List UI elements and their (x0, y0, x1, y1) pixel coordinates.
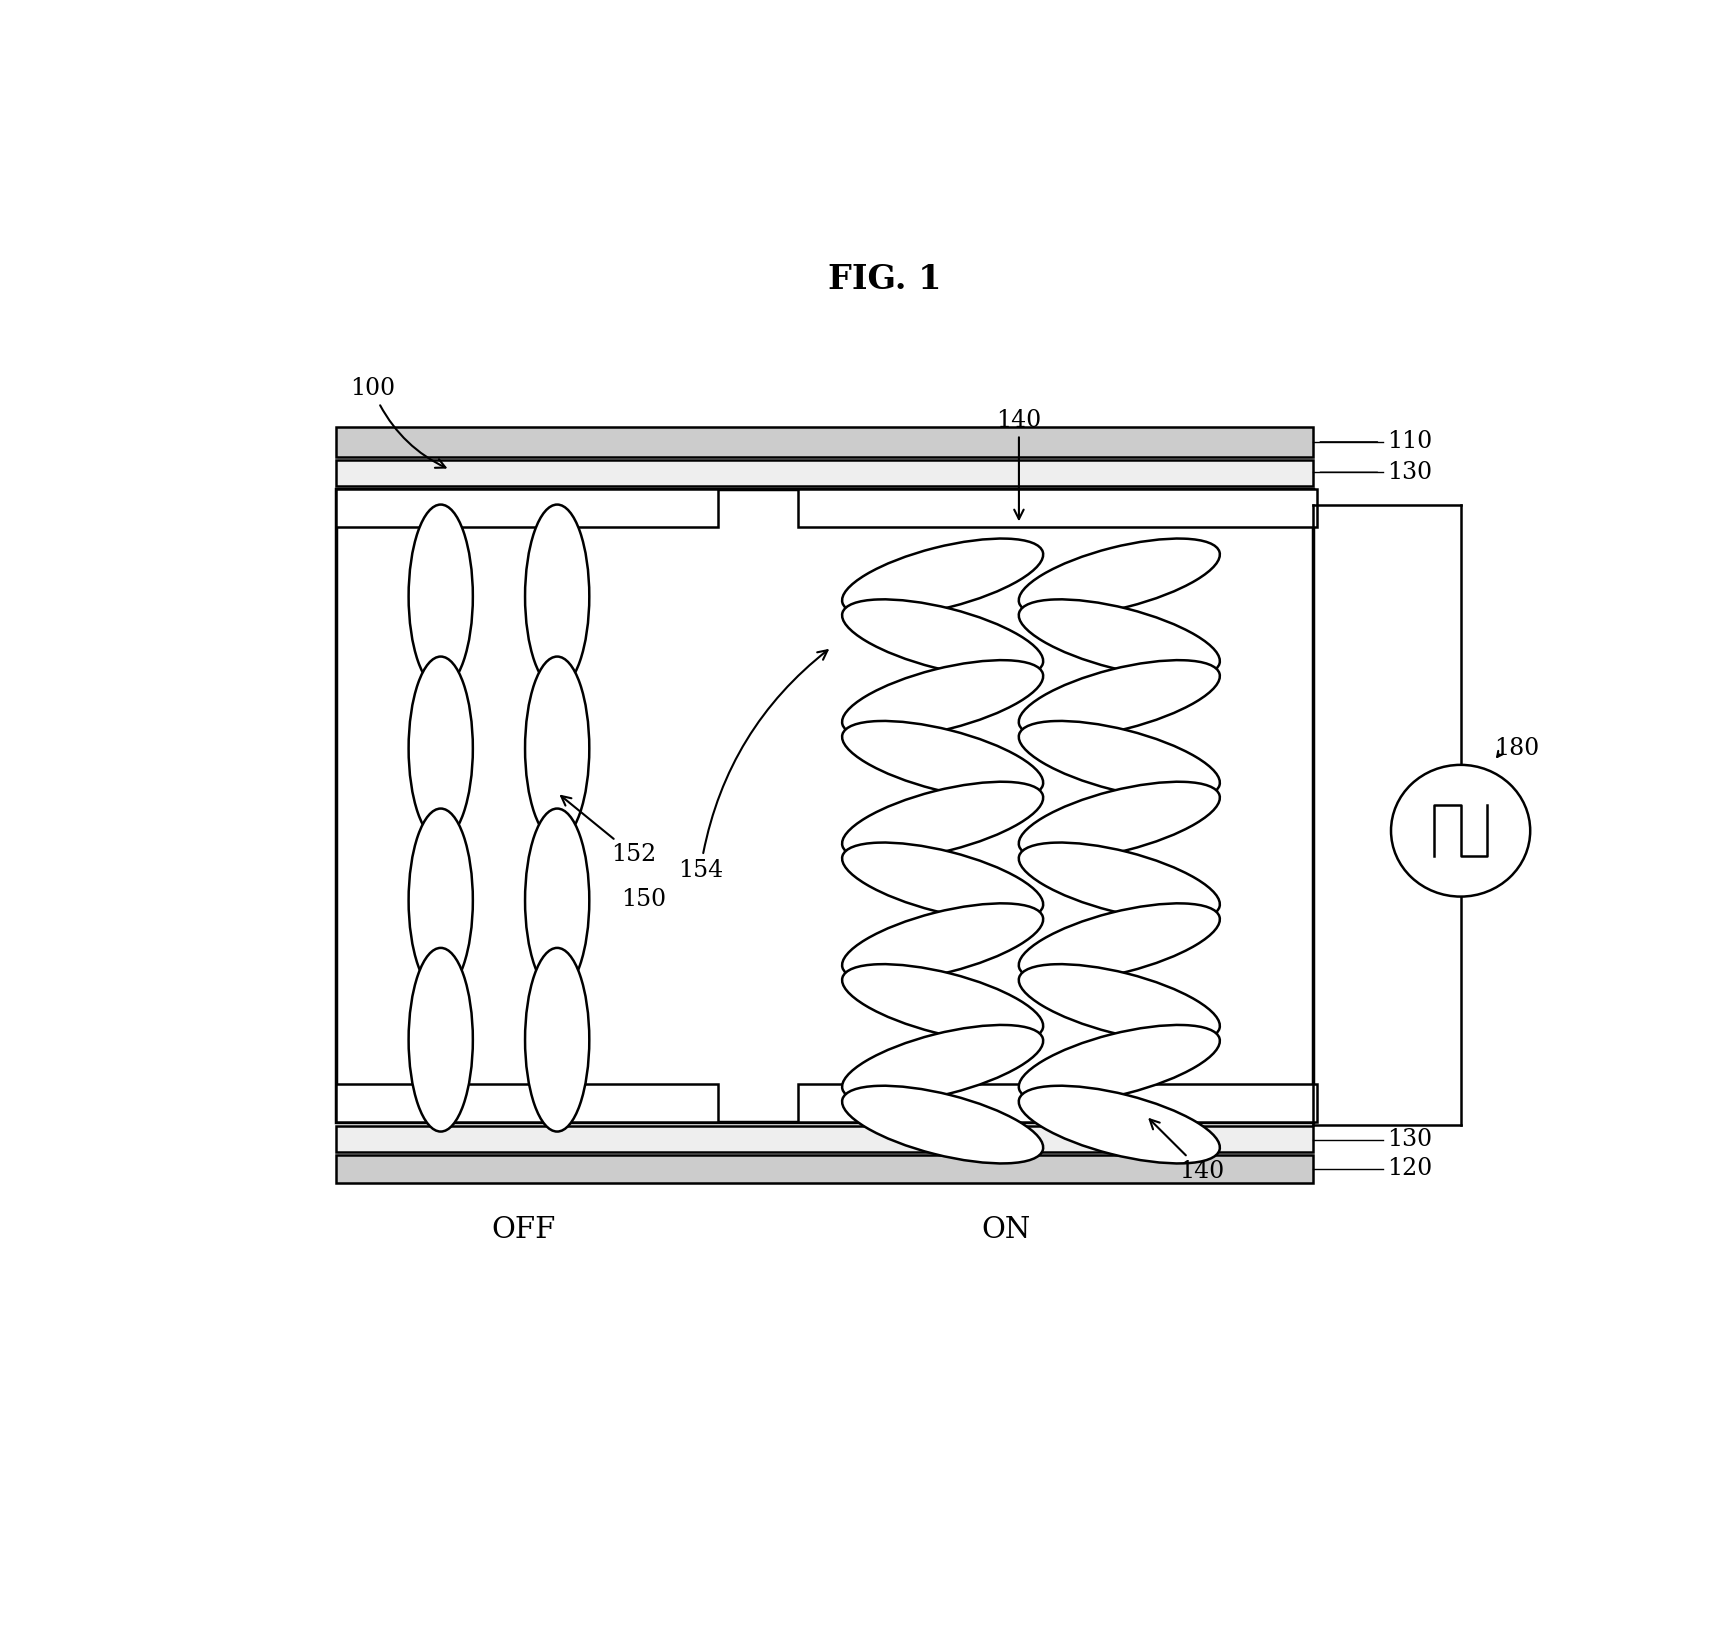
Ellipse shape (409, 505, 473, 688)
Bar (337, 1084, 718, 1122)
Ellipse shape (843, 538, 1043, 617)
Bar (337, 1125, 1313, 1153)
Bar (798, 1084, 1318, 1122)
Ellipse shape (525, 505, 589, 688)
Ellipse shape (525, 809, 589, 992)
Ellipse shape (1019, 599, 1219, 678)
Ellipse shape (843, 1086, 1043, 1163)
Ellipse shape (525, 656, 589, 841)
Ellipse shape (843, 721, 1043, 798)
Ellipse shape (843, 964, 1043, 1041)
Ellipse shape (843, 1025, 1043, 1102)
Ellipse shape (409, 948, 473, 1132)
Ellipse shape (1019, 1086, 1219, 1163)
Ellipse shape (525, 948, 589, 1132)
Text: 100: 100 (349, 377, 446, 467)
Text: 154: 154 (677, 650, 827, 882)
Bar (337, 426, 1313, 457)
Text: 140: 140 (996, 408, 1041, 520)
Ellipse shape (843, 599, 1043, 678)
Bar (337, 459, 1313, 487)
Ellipse shape (1019, 964, 1219, 1041)
Ellipse shape (1019, 660, 1219, 739)
Ellipse shape (843, 903, 1043, 980)
Ellipse shape (843, 660, 1043, 739)
Ellipse shape (1019, 842, 1219, 920)
Ellipse shape (409, 809, 473, 992)
Ellipse shape (843, 842, 1043, 920)
Bar (337, 489, 1313, 1122)
Text: 152: 152 (561, 796, 656, 867)
Ellipse shape (1019, 1025, 1219, 1102)
Ellipse shape (1019, 538, 1219, 617)
Bar (798, 489, 1318, 526)
Text: 130: 130 (1387, 461, 1432, 484)
Text: 110: 110 (1387, 431, 1432, 454)
Ellipse shape (409, 656, 473, 841)
Text: OFF: OFF (492, 1216, 556, 1244)
Text: ON: ON (981, 1216, 1031, 1244)
Text: FIG. 1: FIG. 1 (829, 263, 941, 296)
Text: 180: 180 (1494, 737, 1539, 760)
Ellipse shape (843, 781, 1043, 859)
Bar (337, 489, 718, 526)
Text: 120: 120 (1387, 1158, 1432, 1181)
Text: 140: 140 (1150, 1119, 1224, 1183)
Text: 150: 150 (622, 888, 667, 911)
Ellipse shape (1019, 903, 1219, 980)
Circle shape (1390, 765, 1530, 897)
Ellipse shape (1019, 721, 1219, 798)
Text: 130: 130 (1387, 1128, 1432, 1151)
Bar (337, 1155, 1313, 1183)
Ellipse shape (1019, 781, 1219, 859)
